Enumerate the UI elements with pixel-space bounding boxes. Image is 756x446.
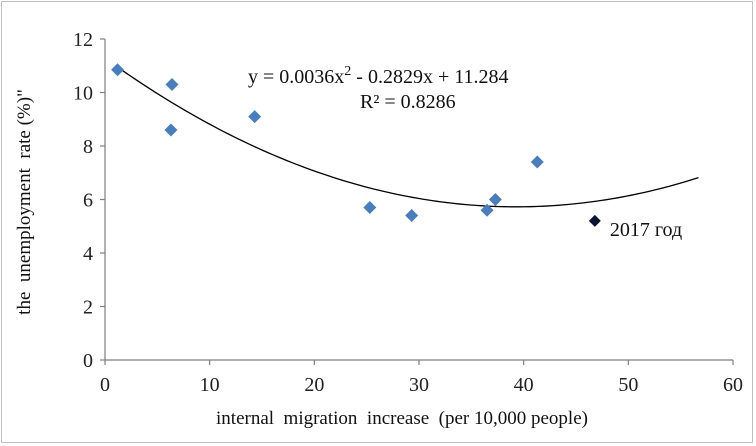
equation-exponent: 2 — [344, 64, 351, 79]
equation-base: y = 0.0036x — [248, 66, 344, 88]
x-tick-label: 30 — [409, 374, 429, 396]
data-point — [165, 77, 179, 91]
x-tick-label: 20 — [304, 374, 324, 396]
highlighted-point-group: 2017 год — [588, 214, 682, 241]
data-point — [363, 201, 377, 215]
x-tick-label: 40 — [514, 374, 534, 396]
data-point — [530, 155, 544, 169]
r-squared-label: R² = 0.8286 — [360, 91, 456, 113]
equation-rest: - 0.2829x + 11.284 — [351, 66, 508, 88]
y-tick-label: 8 — [83, 136, 93, 158]
y-axis-ticks: 0 2 4 6 8 10 12 — [73, 29, 105, 372]
y-tick-label: 6 — [83, 190, 93, 212]
data-point — [480, 203, 494, 217]
data-point — [164, 123, 178, 137]
y-tick-label: 10 — [73, 83, 93, 105]
data-point — [405, 209, 419, 223]
trendline — [117, 66, 699, 208]
trendline-equation: y = 0.0036x2 - 0.2829x + 11.284 — [248, 64, 508, 88]
data-point — [111, 63, 125, 77]
x-tick-label: 0 — [100, 374, 110, 396]
highlighted-data-point — [588, 214, 601, 227]
highlighted-point-label: 2017 год — [610, 219, 682, 241]
data-points — [111, 63, 544, 223]
y-axis-title: the unemployment rate (%)" — [14, 89, 35, 315]
y-tick-label: 4 — [83, 243, 93, 265]
x-tick-label: 10 — [200, 374, 220, 396]
y-tick-label: 12 — [73, 29, 93, 51]
x-axis-ticks: 0 10 20 30 40 50 60 — [100, 360, 743, 396]
data-point — [488, 193, 502, 206]
data-point — [248, 110, 262, 124]
x-tick-label: 50 — [618, 374, 638, 396]
y-tick-label: 0 — [83, 350, 93, 372]
x-tick-label: 60 — [723, 374, 743, 396]
y-tick-label: 2 — [83, 297, 93, 319]
x-axis-title: internal migration increase (per 10,000 … — [216, 408, 588, 429]
